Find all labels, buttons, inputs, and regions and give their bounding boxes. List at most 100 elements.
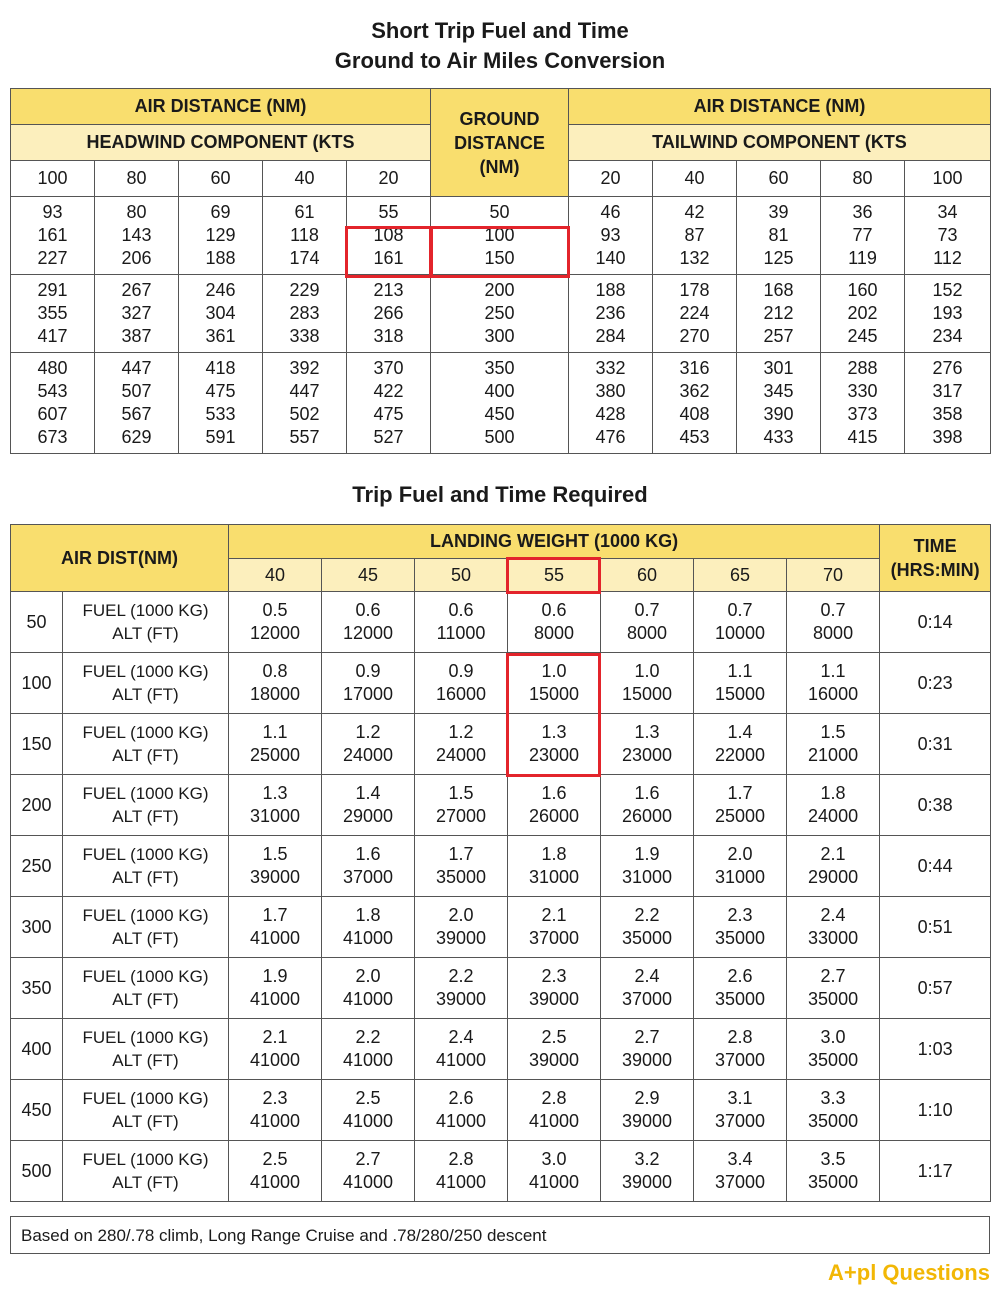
headwind-cell: 229 283 338 xyxy=(262,274,347,353)
fuel-value: 1.5 xyxy=(448,783,474,803)
alt-label: ALT (FT) xyxy=(112,1112,179,1131)
tailwind-col-100: 100 xyxy=(904,160,991,197)
weight-col-65: 65 xyxy=(693,558,788,592)
headwind-col-100: 100 xyxy=(10,160,95,197)
alt-value: 23000 xyxy=(621,745,673,765)
cell-value: 108 xyxy=(373,225,404,245)
air-dist-cell: 250 xyxy=(10,835,63,897)
headwind-cell: 93 161 227 xyxy=(10,196,95,275)
alt-value: 24000 xyxy=(808,806,859,826)
cell-value: 212 xyxy=(763,303,794,323)
conversion-title-line2: Ground to Air Miles Conversion xyxy=(334,48,666,73)
cell-value: 234 xyxy=(932,326,963,346)
alt-value: 35000 xyxy=(808,1172,859,1192)
cell-value: 533 xyxy=(205,404,236,424)
fuel-alt-cell: 2.0 41000 xyxy=(321,957,416,1019)
cell-value: 398 xyxy=(932,427,963,447)
fuel-value: 2.5 xyxy=(355,1088,381,1108)
fuel-value: 0.7 xyxy=(727,600,753,620)
fuel-alt-cell: 1.5 39000 xyxy=(228,835,323,897)
alt-value: 41000 xyxy=(528,1111,580,1131)
fuel-alt-label-cell: FUEL (1000 KG) ALT (FT) xyxy=(61,957,230,1019)
fuel-value: 2.8 xyxy=(448,1149,474,1169)
cell-value: 188 xyxy=(205,248,236,268)
cell-value: 361 xyxy=(205,326,236,346)
fuel-alt-cell: 1.4 29000 xyxy=(321,774,416,836)
table-row: 450 FUEL (1000 KG) ALT (FT) 2.3 41000 2.5 4100… xyxy=(10,1079,992,1141)
alt-value: 11000 xyxy=(436,623,486,643)
fuel-alt-cell: 1.5 21000 xyxy=(786,713,881,775)
alt-label: ALT (FT) xyxy=(112,1173,179,1192)
headwind-cell: 370 422 475 527 xyxy=(346,352,431,454)
fuel-alt-cell: 0.9 16000 xyxy=(414,652,509,714)
fuel-alt-cell: 1.2 24000 xyxy=(321,713,416,775)
alt-label: ALT (FT) xyxy=(112,746,179,765)
time-cell: 0:31 xyxy=(879,713,992,775)
headwind-cell: 392 447 502 557 xyxy=(262,352,347,454)
air-dist-cell: 500 xyxy=(10,1140,63,1202)
time-header: TIME (HRS:MIN) xyxy=(879,524,992,592)
alt-value: 35000 xyxy=(714,989,766,1009)
fuel-alt-cell: 2.6 41000 xyxy=(414,1079,509,1141)
cell-value: 119 xyxy=(848,248,877,268)
alt-value: 41000 xyxy=(249,989,301,1009)
cell-value: 152 xyxy=(932,280,963,300)
fuel-value: 1.3 xyxy=(634,722,660,742)
cell-value: 178 xyxy=(679,280,710,300)
cell-value: 387 xyxy=(121,326,152,346)
fuel-label: FUEL (1000 KG) xyxy=(82,723,209,742)
conversion-title-line1: Short Trip Fuel and Time xyxy=(371,18,629,43)
cell-value: 318 xyxy=(373,326,404,346)
headwind-cell: 61 118 174 xyxy=(262,196,347,275)
headwind-cell: 480 543 607 673 xyxy=(10,352,95,454)
cell-value: 112 xyxy=(933,248,962,268)
cell-value: 350 xyxy=(484,358,515,378)
cell-value: 206 xyxy=(121,248,152,268)
conversion-table: AIR DISTANCE (NM) GROUND DISTANCE (NM) A… xyxy=(10,88,991,454)
alt-value: 23000 xyxy=(528,745,580,765)
fuel-alt-cell: 1.6 37000 xyxy=(321,835,416,897)
air-distance-header-left: AIR DISTANCE (NM) xyxy=(10,88,431,125)
alt-value: 41000 xyxy=(342,928,394,948)
weight-col-45: 45 xyxy=(321,558,416,592)
headwind-cell: 213 266 318 xyxy=(346,274,431,353)
cell-value: 100 xyxy=(484,225,515,245)
cell-value: 213 xyxy=(373,280,404,300)
fuel-value: 2.4 xyxy=(448,1027,474,1047)
fuel-alt-label-cell: FUEL (1000 KG) ALT (FT) xyxy=(61,896,230,958)
fuel-value: 3.5 xyxy=(820,1149,846,1169)
alt-value: 41000 xyxy=(435,1050,487,1070)
time-header-text: TIME (HRS:MIN) xyxy=(890,536,980,580)
cell-value: 236 xyxy=(595,303,626,323)
fuel-alt-cell: 1.8 41000 xyxy=(321,896,416,958)
time-cell: 1:03 xyxy=(879,1018,992,1080)
tailwind-cell: 188 236 284 xyxy=(568,274,653,353)
fuel-alt-cell: 1.9 41000 xyxy=(228,957,323,1019)
cell-value: 345 xyxy=(763,381,794,401)
air-dist-cell: 350 xyxy=(10,957,63,1019)
cell-value: 527 xyxy=(373,427,404,447)
cell-value: 543 xyxy=(37,381,68,401)
tailwind-cell: 36 77 119 xyxy=(820,196,905,275)
fuel-alt-cell: 3.5 35000 xyxy=(786,1140,881,1202)
headwind-cell: 267 327 387 xyxy=(94,274,179,353)
alt-value: 29000 xyxy=(342,806,394,826)
fuel-value: 0.6 xyxy=(541,600,567,620)
fuel-alt-cell: 0.7 8000 xyxy=(786,591,881,653)
air-dist-cell: 200 xyxy=(10,774,63,836)
alt-value: 12000 xyxy=(342,623,394,643)
cell-value: 284 xyxy=(595,326,626,346)
fuel-label: FUEL (1000 KG) xyxy=(82,1150,209,1169)
fuel-alt-cell: 2.2 41000 xyxy=(321,1018,416,1080)
fuel-value: 1.6 xyxy=(355,844,381,864)
fuel-value: 1.0 xyxy=(634,661,660,681)
cell-value: 304 xyxy=(205,303,236,323)
fuel-alt-cell: 2.5 41000 xyxy=(228,1140,323,1202)
table-row: 150 FUEL (1000 KG) ALT (FT) 1.1 25000 1.2 2400… xyxy=(10,713,992,775)
fuel-alt-cell: 1.2 24000 xyxy=(414,713,509,775)
tailwind-col-80: 80 xyxy=(820,160,905,197)
conversion-group: 93 161 227 80 143 206 69 129 188 61 118 174 55 108 161… xyxy=(10,196,991,275)
cell-value: 257 xyxy=(763,326,794,346)
alt-value: 39000 xyxy=(435,989,487,1009)
tailwind-cell: 332 380 428 476 xyxy=(568,352,653,454)
